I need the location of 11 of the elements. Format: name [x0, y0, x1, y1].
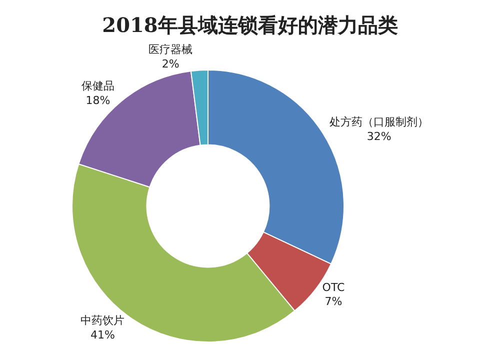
slice-label: OTC — [322, 280, 346, 294]
data-label: 18% — [86, 94, 110, 107]
data-label: 32% — [366, 130, 392, 143]
data-label: 2% — [162, 57, 180, 70]
chart-title: 2018年县域连锁看好的潜力品类 — [102, 13, 398, 38]
slice-label: 医疗器械 — [148, 43, 193, 56]
slice-label: 中药饮片 — [80, 314, 125, 328]
slice-label: 处方药（口服制剂） — [330, 116, 429, 129]
data-label: 41% — [90, 328, 115, 342]
slice-label: 保健品 — [81, 79, 114, 92]
data-label: 7% — [324, 295, 342, 308]
